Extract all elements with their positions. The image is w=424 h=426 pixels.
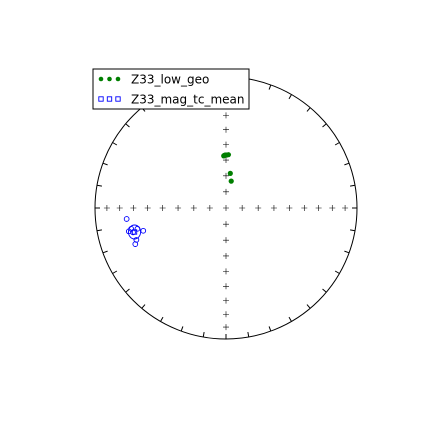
inclination-cross bbox=[223, 112, 229, 119]
inclination-cross bbox=[190, 205, 197, 211]
legend-label-1: Z33_mag_tc_mean bbox=[131, 93, 244, 107]
low-geo-point bbox=[225, 152, 232, 158]
declination-tick bbox=[102, 250, 108, 254]
declination-tick bbox=[160, 316, 164, 322]
inclination-cross bbox=[144, 205, 151, 211]
inclination-cross bbox=[130, 205, 137, 211]
low-geo-point bbox=[227, 170, 233, 176]
mag-tc-point bbox=[132, 241, 139, 247]
a95-confidence-circle bbox=[127, 224, 142, 240]
declination-tick bbox=[349, 229, 356, 232]
mag-tc-mean-marker bbox=[131, 229, 138, 235]
inclination-cross bbox=[239, 205, 246, 211]
declination-tick bbox=[322, 288, 327, 293]
declination-tick bbox=[112, 270, 118, 274]
inclination-cross bbox=[223, 221, 229, 228]
inclination-crosses bbox=[103, 85, 349, 331]
inclination-cross bbox=[223, 172, 229, 179]
legend-marker-blue-square bbox=[106, 96, 113, 102]
declination-tick bbox=[306, 304, 311, 309]
legend-marker-blue-square bbox=[115, 96, 121, 102]
declination-tick bbox=[125, 288, 130, 293]
inclination-cross bbox=[103, 205, 110, 211]
declination-tick bbox=[268, 84, 272, 90]
legend-label-0: Z33_low_geo bbox=[131, 73, 209, 87]
declination-tick bbox=[334, 270, 340, 274]
inclination-cross bbox=[223, 205, 229, 211]
inclination-cross bbox=[329, 205, 336, 211]
inclination-cross bbox=[223, 126, 229, 133]
declination-tick bbox=[96, 229, 103, 232]
declination-tick bbox=[306, 107, 311, 112]
inclination-cross bbox=[223, 252, 229, 259]
mag-tc-point bbox=[140, 227, 147, 234]
inclination-cross bbox=[159, 205, 166, 211]
inclination-cross bbox=[223, 157, 229, 164]
low-geo-point bbox=[228, 178, 234, 184]
legend-entry-1: Z33_mag_tc_mean bbox=[98, 93, 244, 107]
legend-marker-blue-square bbox=[98, 96, 104, 102]
inclination-cross bbox=[223, 297, 229, 304]
inclination-cross bbox=[270, 205, 277, 211]
legend: Z33_low_geo Z33_mag_tc_mean bbox=[92, 68, 250, 110]
legend-marker-green-dot bbox=[115, 76, 121, 82]
declination-tick bbox=[112, 142, 118, 146]
inclination-cross bbox=[206, 205, 213, 211]
inclination-cross bbox=[223, 324, 229, 331]
legend-marker-green-dot bbox=[107, 76, 112, 82]
inclination-cross bbox=[223, 188, 229, 195]
declination-tick bbox=[180, 326, 184, 332]
mag-tc-point bbox=[123, 216, 130, 222]
inclination-cross bbox=[342, 205, 349, 211]
legend-marker-green-dot bbox=[98, 76, 104, 82]
declination-tick bbox=[141, 304, 146, 309]
declination-tick bbox=[349, 184, 356, 187]
legend-entry-0: Z33_low_geo bbox=[98, 73, 209, 87]
inclination-cross bbox=[315, 205, 322, 211]
declination-ticks bbox=[95, 77, 357, 339]
inclination-cross bbox=[223, 311, 229, 318]
declination-tick bbox=[344, 162, 350, 166]
data-layer bbox=[123, 152, 234, 247]
inclination-cross bbox=[223, 283, 229, 290]
declination-tick bbox=[334, 142, 340, 146]
declination-tick bbox=[102, 162, 108, 166]
inclination-cross bbox=[223, 141, 229, 148]
declination-tick bbox=[288, 94, 292, 100]
inclination-cross bbox=[223, 268, 229, 275]
declination-tick bbox=[344, 250, 350, 254]
declination-tick bbox=[202, 331, 205, 338]
inclination-cross bbox=[301, 205, 308, 211]
inclination-cross bbox=[116, 205, 123, 211]
declination-tick bbox=[268, 326, 272, 332]
declination-tick bbox=[247, 331, 250, 338]
declination-tick bbox=[322, 123, 327, 128]
declination-tick bbox=[288, 316, 292, 322]
declination-tick bbox=[96, 184, 103, 187]
declination-tick bbox=[125, 123, 130, 128]
inclination-cross bbox=[255, 205, 262, 211]
inclination-cross bbox=[223, 237, 229, 244]
inclination-cross bbox=[175, 205, 182, 211]
legend-box bbox=[92, 68, 250, 110]
inclination-cross bbox=[286, 205, 293, 211]
